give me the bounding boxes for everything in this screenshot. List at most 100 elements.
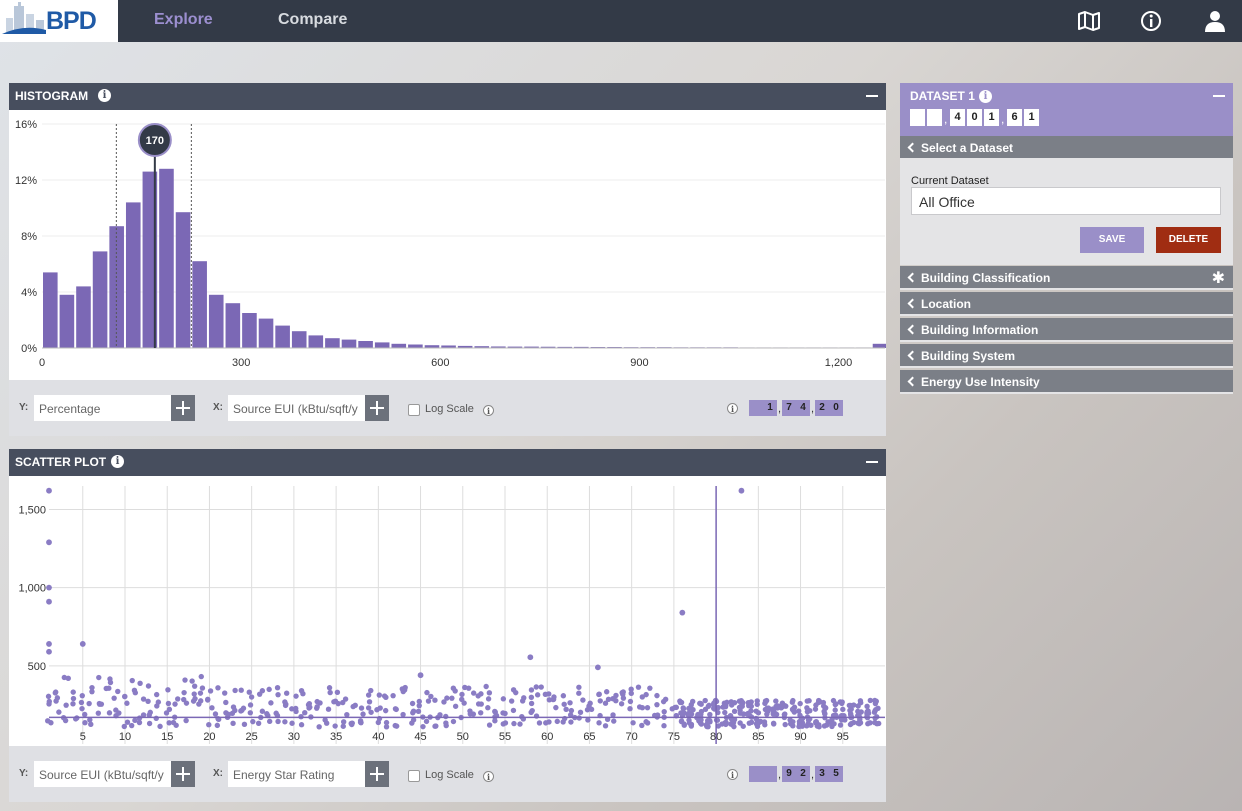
delete-button[interactable]: DELETE bbox=[1156, 227, 1221, 253]
scatter-x-field[interactable]: Energy Star Rating bbox=[228, 761, 365, 787]
section-building-system[interactable]: Building System bbox=[900, 344, 1233, 368]
scatter-point bbox=[628, 686, 634, 692]
scatter-x-tick-label: 30 bbox=[288, 731, 300, 743]
histogram-x-label: X: bbox=[213, 402, 223, 413]
histogram-log-scale-checkbox[interactable] bbox=[408, 404, 420, 416]
scatter-point bbox=[111, 695, 117, 701]
info-icon[interactable] bbox=[1139, 9, 1163, 33]
dataset-info-icon[interactable]: i bbox=[979, 90, 992, 103]
histogram-y-field[interactable]: Percentage bbox=[34, 395, 171, 421]
scatter-point bbox=[799, 720, 806, 726]
scatter-point bbox=[510, 687, 517, 693]
section-building-information[interactable]: Building Information bbox=[900, 318, 1233, 342]
histogram-info-icon[interactable]: i bbox=[98, 89, 111, 102]
scatter-point bbox=[527, 654, 534, 661]
scatter-point bbox=[352, 702, 358, 709]
histogram-x-field[interactable]: Source EUI (kBtu/sqft/y bbox=[228, 395, 365, 421]
scatter-plot-panel: SCATTER PLOT i 500 1,000 1,500 5 10 15 20 25 30 3… bbox=[9, 449, 886, 802]
histogram-bar bbox=[59, 294, 75, 348]
scatter-point bbox=[680, 706, 687, 712]
scatter-y-add-button[interactable] bbox=[171, 761, 195, 787]
user-icon[interactable] bbox=[1203, 9, 1227, 33]
scatter-plot-collapse-icon[interactable] bbox=[866, 461, 878, 463]
scatter-point bbox=[45, 693, 52, 700]
scatter-point bbox=[529, 707, 535, 714]
scatter-plot-controls: Y: Source EUI (kBtu/sqft/y X: Energy Sta… bbox=[9, 746, 886, 802]
save-button[interactable]: SAVE bbox=[1080, 227, 1144, 253]
scatter-point bbox=[383, 724, 390, 730]
section-energy-use-intensity[interactable]: Energy Use Intensity bbox=[900, 370, 1233, 394]
scatter-point bbox=[711, 701, 717, 707]
scatter-point bbox=[274, 685, 281, 691]
scatter-point bbox=[124, 719, 131, 725]
scatter-point bbox=[813, 719, 819, 725]
scatter-log-scale-checkbox[interactable] bbox=[408, 770, 420, 782]
scatter-point bbox=[478, 691, 484, 697]
map-icon[interactable] bbox=[1077, 9, 1101, 33]
dataset-count-digit: 1 bbox=[984, 109, 999, 126]
histogram-y-add-button[interactable] bbox=[171, 395, 195, 421]
scatter-count-info-icon[interactable]: i bbox=[727, 769, 738, 780]
scatter-point bbox=[762, 700, 768, 707]
section-location[interactable]: Location bbox=[900, 292, 1233, 316]
scatter-point bbox=[146, 712, 152, 718]
scatter-point bbox=[248, 694, 255, 700]
app-logo[interactable]: BPD bbox=[0, 0, 118, 42]
scatter-point bbox=[410, 710, 416, 716]
scatter-point bbox=[635, 684, 642, 690]
select-dataset-row[interactable]: Select a Dataset bbox=[900, 136, 1233, 160]
scatter-plot-chart[interactable]: 500 1,000 1,500 5 10 15 20 25 30 35 40 45 50 55 60 65 70… bbox=[9, 476, 886, 746]
scatter-point bbox=[340, 719, 347, 725]
scatter-y-field[interactable]: Source EUI (kBtu/sqft/y bbox=[34, 761, 171, 787]
scatter-point bbox=[273, 710, 279, 716]
scatter-point bbox=[124, 700, 130, 706]
histogram-bar bbox=[325, 338, 340, 348]
histogram-count-info-icon[interactable]: i bbox=[727, 403, 738, 414]
scatter-point bbox=[428, 693, 434, 700]
nav-tab-explore[interactable]: Explore bbox=[154, 11, 213, 28]
dataset-collapse-icon[interactable] bbox=[1213, 95, 1225, 97]
scatter-x-add-button[interactable] bbox=[365, 761, 389, 787]
scatter-point bbox=[837, 722, 844, 728]
scatter-point bbox=[366, 699, 373, 705]
scatter-point bbox=[382, 707, 389, 714]
histogram-chart[interactable]: 0% 4% 8% 12% 16% 0 300 600 900 1,200 170 bbox=[9, 110, 886, 380]
nav-tab-compare[interactable]: Compare bbox=[278, 11, 348, 28]
scatter-point bbox=[289, 720, 295, 726]
scatter-point bbox=[89, 688, 95, 695]
histogram-collapse-icon[interactable] bbox=[866, 95, 878, 97]
section-label: Location bbox=[921, 297, 971, 311]
dataset-count-digit bbox=[927, 109, 942, 126]
section-building-classification[interactable]: Building Classification ✱ bbox=[900, 266, 1233, 290]
scatter-point bbox=[165, 687, 171, 693]
chevron-left-icon bbox=[907, 324, 918, 335]
scatter-point bbox=[424, 689, 430, 696]
scatter-point bbox=[754, 698, 760, 704]
histogram-bar bbox=[92, 251, 108, 348]
histogram-x-add-button[interactable] bbox=[365, 395, 389, 421]
scatter-point bbox=[191, 683, 198, 689]
scatter-point bbox=[121, 723, 127, 730]
histogram-count-digit: 2 bbox=[815, 400, 829, 416]
scatter-point bbox=[199, 685, 206, 691]
scatter-point bbox=[214, 722, 221, 729]
scatter-point bbox=[855, 708, 861, 715]
scatter-point bbox=[492, 718, 498, 724]
histogram-bar bbox=[374, 342, 390, 348]
scatter-point bbox=[627, 698, 634, 705]
scatter-point bbox=[191, 691, 197, 697]
histogram-count-digit: 4 bbox=[796, 400, 810, 416]
histogram-log-info-icon[interactable]: i bbox=[483, 405, 494, 416]
dataset-title: DATASET 1 bbox=[910, 89, 975, 103]
scatter-log-info-icon[interactable]: i bbox=[483, 771, 494, 782]
scatter-plot-info-icon[interactable]: i bbox=[111, 455, 124, 468]
current-dataset-input[interactable]: All Office bbox=[911, 187, 1221, 215]
scatter-point bbox=[46, 701, 52, 707]
scatter-point bbox=[644, 704, 651, 711]
scatter-point bbox=[737, 720, 743, 726]
scatter-point bbox=[832, 707, 838, 713]
scatter-point bbox=[847, 702, 854, 709]
scatter-point bbox=[300, 690, 306, 697]
scatter-point bbox=[145, 698, 151, 705]
scatter-point bbox=[122, 693, 128, 700]
